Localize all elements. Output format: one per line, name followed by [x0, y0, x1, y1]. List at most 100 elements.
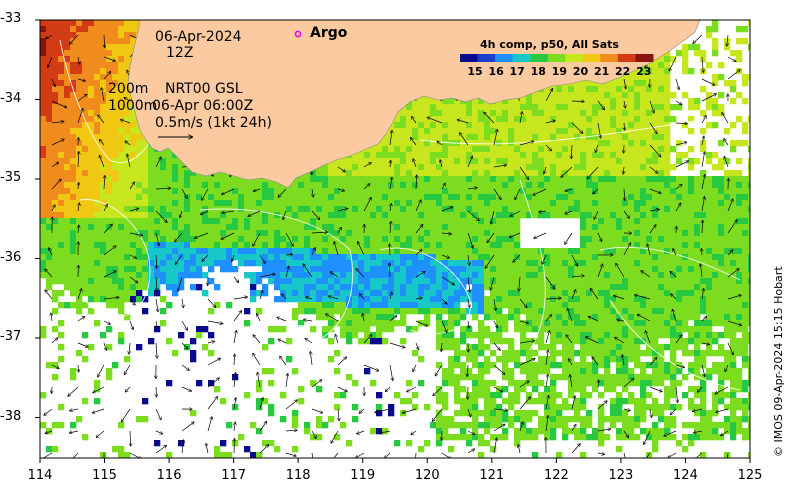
current-arrow: [597, 122, 601, 138]
current-arrow: [570, 375, 573, 388]
current-arrow: [234, 439, 235, 454]
current-arrow: [51, 78, 55, 87]
current-arrow: [542, 254, 547, 264]
colorbar-swatch: [565, 54, 584, 62]
current-arrow: [306, 297, 313, 299]
current-arrow: [671, 294, 677, 300]
current-arrow: [389, 342, 405, 348]
current-arrow: [701, 197, 705, 212]
current-arrow: [597, 264, 603, 278]
current-arrow: [182, 298, 183, 307]
current-arrow: [624, 188, 625, 200]
current-arrow: [702, 289, 704, 300]
current-arrow: [103, 56, 115, 61]
current-arrow: [407, 386, 417, 392]
x-tick-label: 117: [221, 468, 247, 483]
current-arrow: [637, 315, 651, 322]
current-arrow: [129, 232, 142, 236]
current-arrow: [441, 276, 454, 285]
current-arrow: [201, 210, 209, 215]
current-arrow: [493, 409, 507, 410]
current-arrow: [513, 254, 521, 262]
current-arrow: [460, 133, 469, 146]
current-arrow: [51, 139, 64, 146]
current-arrow: [571, 290, 576, 300]
current-arrow: [155, 232, 159, 245]
current-arrow: [592, 357, 599, 366]
current-arrow: [727, 220, 737, 234]
current-arrow: [312, 188, 313, 197]
current-arrow: [565, 210, 573, 214]
current-arrow: [437, 141, 443, 146]
current-arrow: [337, 209, 348, 212]
current-arrow: [285, 254, 292, 255]
current-arrow: [545, 315, 552, 322]
current-arrow: [234, 354, 235, 366]
current-arrow: [207, 298, 216, 307]
depth-200m-label: 200m: [108, 81, 149, 97]
current-arrow: [356, 452, 365, 458]
current-arrow: [415, 452, 417, 458]
current-arrow: [727, 34, 728, 46]
current-arrow: [467, 188, 477, 189]
current-arrow: [545, 396, 549, 410]
current-arrow: [415, 225, 423, 234]
current-arrow: [124, 98, 131, 102]
current-arrow: [484, 112, 495, 124]
current-arrow: [701, 116, 706, 124]
x-tick-label: 122: [543, 468, 569, 483]
current-arrow: [285, 266, 289, 278]
current-arrow: [545, 375, 548, 388]
current-arrow: [259, 291, 263, 300]
current-arrow: [338, 408, 339, 421]
current-contours: [59, 39, 741, 391]
current-arrow: [427, 117, 443, 124]
current-arrow: [233, 331, 236, 344]
current-arrow: [614, 296, 625, 300]
current-arrow: [519, 381, 529, 388]
current-arrow: [649, 358, 657, 366]
current-arrow: [467, 276, 470, 292]
current-arrow: [77, 289, 82, 300]
current-arrow: [493, 386, 502, 392]
current-arrow: [701, 94, 716, 102]
current-arrow: [545, 89, 553, 102]
current-arrow: [441, 207, 453, 212]
current-arrow: [104, 34, 105, 47]
current-arrow: [234, 373, 236, 388]
current-arrow: [233, 297, 247, 300]
current-arrow: [519, 276, 520, 291]
current-arrow: [727, 295, 741, 300]
current-arrow: [519, 320, 528, 323]
current-arrow: [594, 210, 599, 219]
current-arrow: [571, 396, 575, 410]
colorbar: [460, 54, 654, 62]
colorbar-swatch: [635, 54, 654, 62]
colorbar-tick-label: 17: [509, 65, 525, 78]
current-arrow: [569, 359, 573, 366]
current-arrow: [283, 210, 287, 219]
colorbar-swatch: [495, 54, 514, 62]
colorbar-tick-label: 18: [530, 65, 546, 78]
current-arrow: [77, 94, 87, 102]
current-arrow: [433, 386, 443, 396]
current-arrow: [571, 122, 583, 133]
current-arrow: [207, 341, 214, 343]
current-arrow: [647, 244, 651, 256]
current-arrow: [701, 364, 705, 376]
current-arrow: [623, 409, 630, 411]
current-arrow: [635, 295, 651, 300]
current-arrow: [78, 225, 79, 234]
current-arrow: [389, 316, 397, 322]
current-arrow: [565, 189, 573, 191]
current-arrow: [519, 141, 534, 146]
current-arrow: [51, 162, 58, 168]
current-arrow: [701, 249, 702, 256]
colorbar-swatch: [512, 54, 531, 62]
current-arrow: [129, 342, 130, 354]
current-arrow: [441, 298, 447, 304]
x-tick-label: 118: [285, 468, 311, 483]
current-arrow: [623, 379, 634, 388]
current-arrow: [103, 72, 111, 80]
